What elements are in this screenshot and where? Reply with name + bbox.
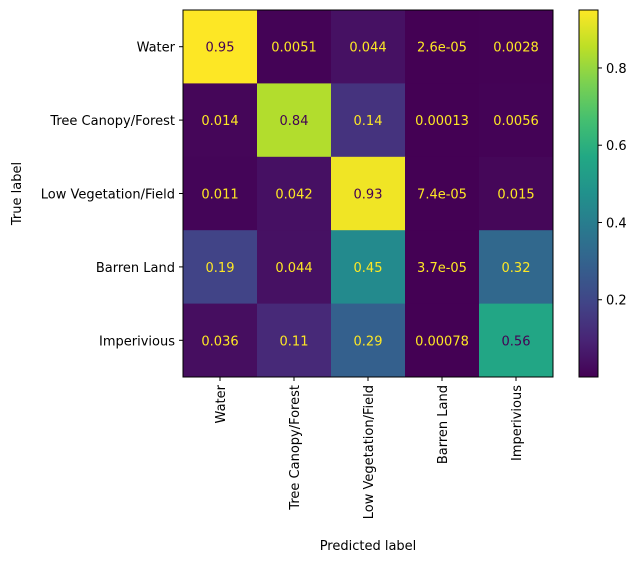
heatmap-cell (183, 303, 258, 378)
heatmap-cell-labels: 0.95 0.0051 0.044 2.6e-05 0.0028 0.014 0.84 0.1… (201, 41, 538, 350)
cell-value-label: 0.0056 (493, 114, 539, 129)
cell-value-label: 0.95 (206, 41, 235, 56)
cell-value-label: 0.015 (497, 188, 534, 203)
heatmap-cell (183, 83, 258, 158)
cell-value-label: 7.4e-05 (417, 188, 467, 203)
colorbar-ticks: 0.2 0.4 0.6 0.8 (598, 62, 627, 309)
cell-value-label: 0.19 (206, 261, 235, 276)
heatmap-cell (257, 230, 332, 305)
heatmap-cell (257, 303, 332, 378)
y-tick-label: Barren Land (96, 261, 175, 276)
heatmap-cell (257, 156, 332, 231)
heatmap-cell (331, 303, 406, 378)
heatmap-cell (405, 156, 480, 231)
y-tick-label: Water (137, 41, 176, 56)
heatmap-cell (479, 156, 554, 231)
colorbar-tick-label: 0.2 (606, 294, 627, 309)
x-tick-label: Imperivious (510, 385, 525, 461)
colorbar (578, 9, 599, 378)
colorbar-tick-label: 0.6 (606, 139, 627, 154)
heatmap-cell (405, 230, 480, 305)
cell-value-label: 0.29 (354, 334, 383, 349)
cell-value-label: 0.32 (502, 261, 531, 276)
cell-value-label: 0.0051 (271, 41, 317, 56)
cell-value-label: 0.00013 (415, 114, 469, 129)
x-tick-label: Barren Land (436, 385, 451, 464)
x-tick-label: Tree Canopy/Forest (288, 385, 303, 511)
y-tick-label: Imperivious (99, 334, 175, 349)
heatmap-cell (331, 230, 406, 305)
cell-value-label: 0.011 (201, 188, 238, 203)
cell-value-label: 0.0028 (493, 41, 539, 56)
x-axis-title: Predicted label (320, 539, 417, 554)
cell-value-label: 0.044 (275, 261, 312, 276)
heatmap-cell (479, 303, 554, 378)
cell-value-label: 0.042 (275, 188, 312, 203)
x-tick-label: Low Vegetation/Field (362, 385, 377, 519)
cell-value-label: 2.6e-05 (417, 41, 467, 56)
colorbar-tick-label: 0.4 (606, 216, 627, 231)
heatmap-cell (405, 83, 480, 158)
heatmap-cell (479, 10, 554, 84)
cell-value-label: 0.84 (280, 114, 309, 129)
heatmap-cell (183, 230, 258, 305)
y-tick-label: Tree Canopy/Forest (49, 114, 175, 129)
cell-value-label: 0.56 (502, 334, 531, 349)
heatmap-cell (479, 230, 554, 305)
x-axis: Water Tree Canopy/Forest Low Vegetation/Fi… (214, 377, 525, 519)
heatmap-cell (479, 83, 554, 158)
heatmap-cell (405, 10, 480, 84)
y-tick-label: Low Vegetation/Field (41, 188, 175, 203)
cell-value-label: 0.11 (280, 334, 309, 349)
heatmap-cell (257, 10, 332, 84)
cell-value-label: 0.45 (354, 261, 383, 276)
heatmap-cell (257, 83, 332, 158)
x-tick-label: Water (214, 384, 229, 423)
cell-value-label: 3.7e-05 (417, 261, 467, 276)
cell-value-label: 0.014 (201, 114, 238, 129)
y-axis-title: True label (10, 162, 25, 226)
heatmap-cell (331, 156, 406, 231)
heatmap-cell (331, 10, 406, 84)
colorbar-tick-label: 0.8 (606, 62, 627, 77)
heatmap-cell (405, 303, 480, 378)
y-axis: Water Tree Canopy/Forest Low Vegetation/Fi… (41, 41, 183, 349)
heatmap-cell (183, 10, 258, 84)
cell-value-label: 0.036 (201, 334, 238, 349)
heatmap-cells (183, 10, 554, 378)
cell-value-label: 0.00078 (415, 334, 469, 349)
heatmap-cell (331, 83, 406, 158)
cell-value-label: 0.14 (354, 114, 383, 129)
cell-value-label: 0.93 (354, 188, 383, 203)
cell-value-label: 0.044 (349, 41, 386, 56)
heatmap-cell (183, 156, 258, 231)
